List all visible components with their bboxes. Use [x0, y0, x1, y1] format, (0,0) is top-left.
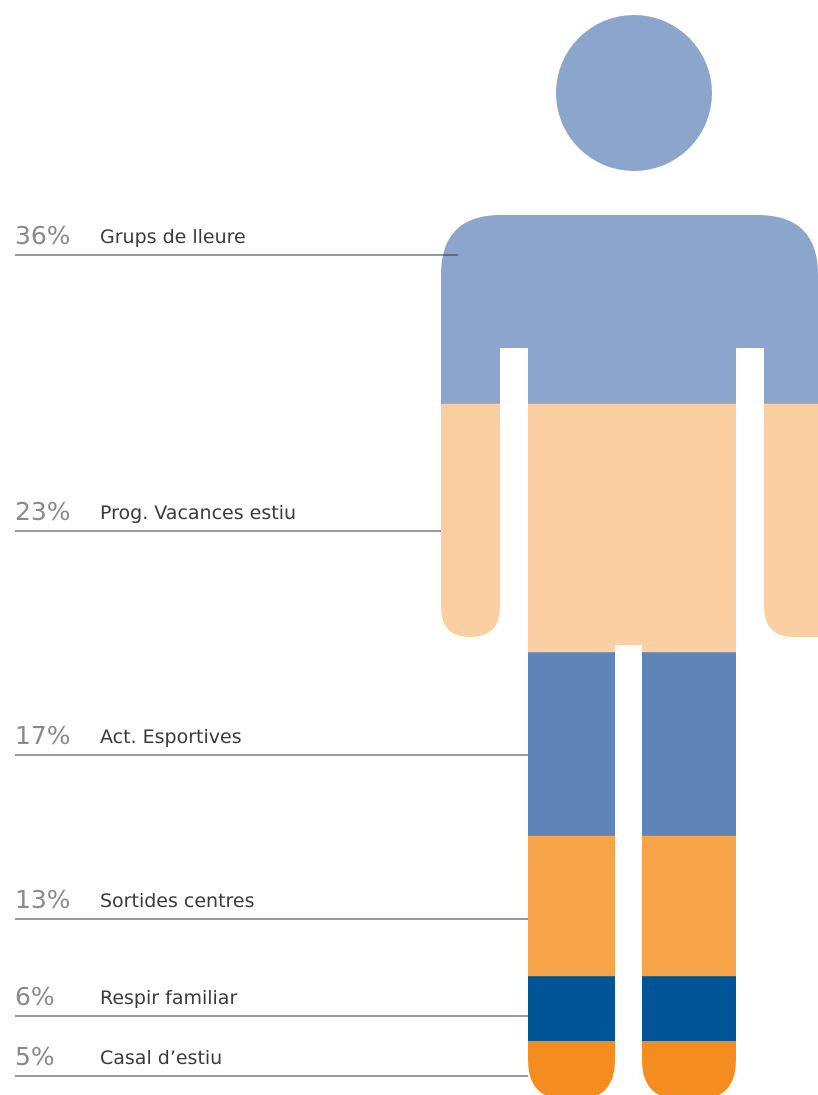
- percent-label: 23%: [15, 497, 71, 526]
- category-label: Respir familiar: [100, 987, 237, 1009]
- category-label: Prog. Vacances estiu: [100, 502, 296, 524]
- category-label: Grups de lleure: [100, 226, 246, 248]
- percent-label: 36%: [15, 221, 71, 250]
- percent-label: 17%: [15, 721, 71, 750]
- figure-band: [441, 15, 818, 405]
- category-label: Act. Esportives: [100, 726, 242, 748]
- percent-label: 6%: [15, 982, 55, 1011]
- figure-band: [441, 403, 818, 653]
- percent-label: 5%: [15, 1042, 55, 1071]
- percent-label: 13%: [15, 885, 71, 914]
- category-label: Sortides centres: [100, 890, 255, 912]
- category-label: Casal d’estiu: [100, 1047, 222, 1069]
